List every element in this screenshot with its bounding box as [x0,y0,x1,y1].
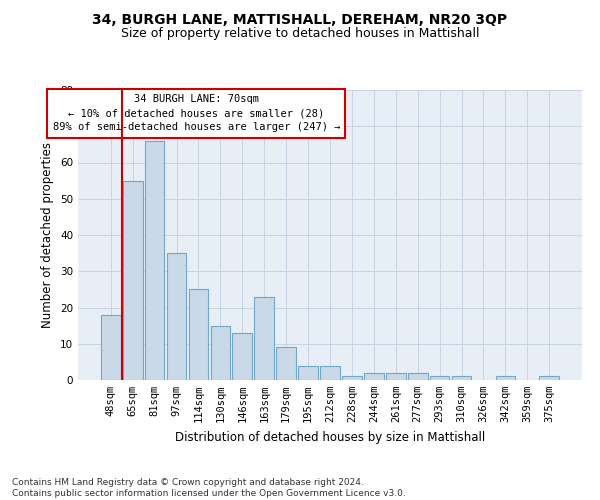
Bar [364,373,384,380]
Bar [101,315,121,380]
Bar [496,376,515,380]
Text: 34, BURGH LANE, MATTISHALL, DEREHAM, NR20 3QP: 34, BURGH LANE, MATTISHALL, DEREHAM, NR2… [92,12,508,26]
Bar [320,366,340,380]
Bar [386,373,406,380]
Bar [145,141,164,380]
Bar [276,348,296,380]
Bar [342,376,362,380]
Bar [254,296,274,380]
Text: Contains HM Land Registry data © Crown copyright and database right 2024.
Contai: Contains HM Land Registry data © Crown c… [12,478,406,498]
Text: 34 BURGH LANE: 70sqm
← 10% of detached houses are smaller (28)
89% of semi-detac: 34 BURGH LANE: 70sqm ← 10% of detached h… [53,94,340,132]
Y-axis label: Number of detached properties: Number of detached properties [41,142,55,328]
Bar [430,376,449,380]
X-axis label: Distribution of detached houses by size in Mattishall: Distribution of detached houses by size … [175,430,485,444]
Bar [232,333,252,380]
Bar [167,253,187,380]
Bar [298,366,318,380]
Bar [539,376,559,380]
Bar [123,180,143,380]
Text: Size of property relative to detached houses in Mattishall: Size of property relative to detached ho… [121,28,479,40]
Bar [452,376,472,380]
Bar [188,290,208,380]
Bar [211,326,230,380]
Bar [408,373,428,380]
